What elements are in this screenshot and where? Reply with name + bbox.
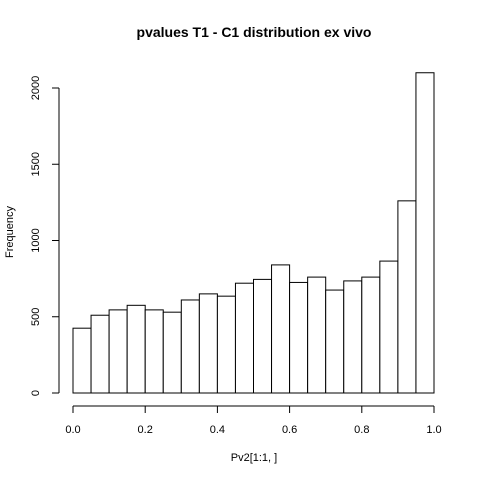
histogram-bar bbox=[415, 72, 435, 394]
histogram-bars bbox=[72, 72, 435, 394]
x-axis-label: Pv2[1:1, ] bbox=[231, 452, 277, 464]
x-tick-label: 0.6 bbox=[282, 424, 297, 436]
y-tick-label: 500 bbox=[30, 308, 42, 326]
y-tick-label: 2000 bbox=[30, 76, 42, 100]
x-tick-label: 0.8 bbox=[354, 424, 369, 436]
histogram-bar bbox=[234, 282, 254, 394]
x-tick-label: 0.4 bbox=[210, 424, 225, 436]
histogram-bar bbox=[307, 276, 327, 394]
histogram-bar bbox=[162, 311, 182, 394]
x-tick-label: 1.0 bbox=[426, 424, 441, 436]
y-tick-label: 1500 bbox=[30, 152, 42, 176]
histogram-bar bbox=[198, 293, 218, 394]
histogram-bar bbox=[72, 327, 92, 394]
histogram-bar bbox=[379, 260, 399, 394]
histogram-bar bbox=[126, 304, 146, 394]
y-axis: 0 500 1000 1500 2000 bbox=[30, 76, 60, 396]
histogram-bar bbox=[343, 280, 363, 394]
x-tick-label: 0.2 bbox=[138, 424, 153, 436]
histogram-bar bbox=[289, 281, 309, 394]
histogram-bar bbox=[361, 276, 381, 394]
histogram-bar bbox=[180, 299, 200, 394]
histogram-bar bbox=[108, 309, 128, 394]
histogram-bar bbox=[144, 309, 164, 394]
y-tick-label: 1000 bbox=[30, 228, 42, 252]
histogram-bar bbox=[325, 289, 345, 394]
y-axis-label: Frequency bbox=[4, 206, 16, 258]
histogram-bar bbox=[216, 295, 236, 394]
histogram-bar bbox=[271, 264, 291, 394]
x-axis: 0.0 0.2 0.4 0.6 0.8 1.0 bbox=[65, 405, 442, 436]
chart-title: pvalues T1 - C1 distribution ex vivo bbox=[137, 24, 372, 40]
histogram-bar bbox=[397, 200, 417, 394]
histogram-bar bbox=[90, 314, 110, 394]
y-tick-label: 0 bbox=[30, 390, 42, 396]
histogram-bar bbox=[253, 278, 273, 394]
x-tick-label: 0.0 bbox=[65, 424, 80, 436]
